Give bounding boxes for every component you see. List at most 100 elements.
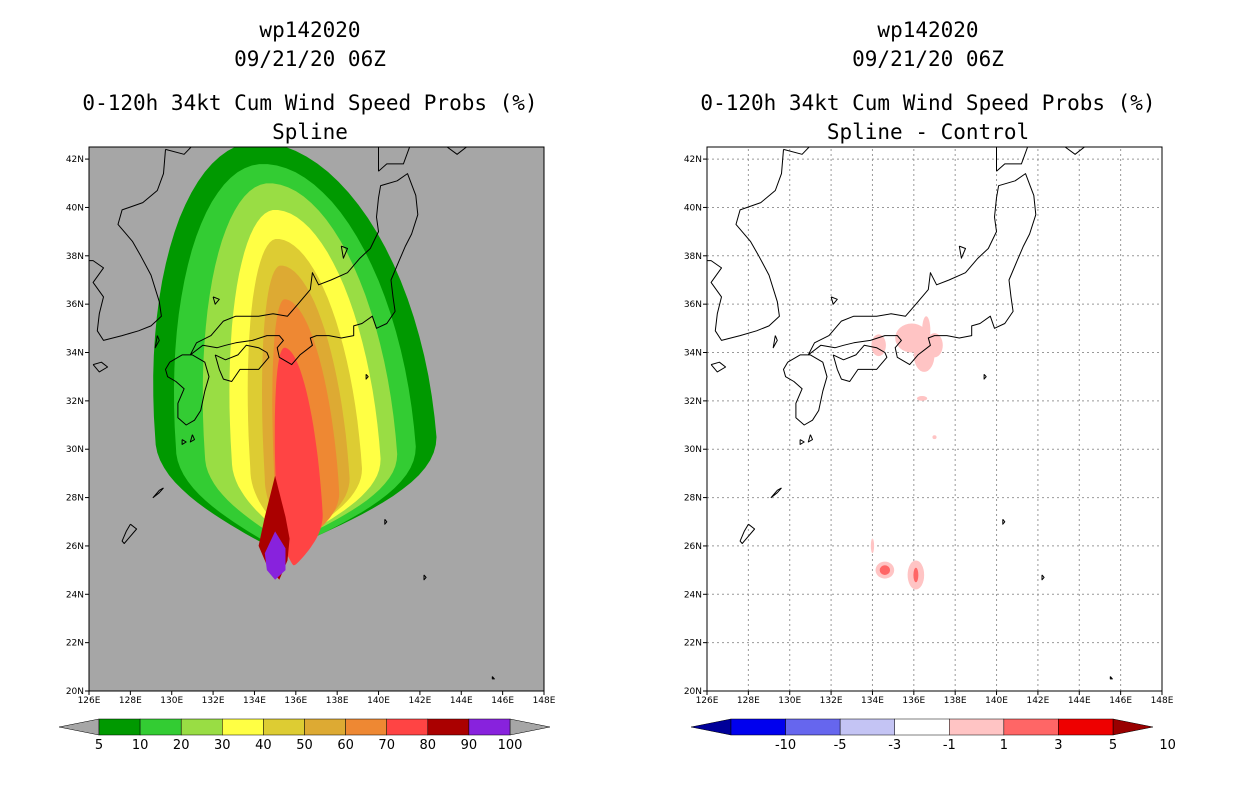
coastline-segment (1041, 574, 1045, 581)
lon-tick-label: 140E (367, 696, 390, 706)
coastline-segment (830, 296, 838, 305)
left-chart-subtitle: Spline (272, 120, 348, 144)
colorbar-label: 70 (378, 738, 395, 753)
lat-tick-label: 28N (684, 494, 702, 504)
lon-tick-label: 140E (985, 696, 1008, 706)
lat-tick-label: 34N (66, 349, 84, 359)
right-storm-id: wp142020 (877, 18, 979, 42)
lat-tick-label: 26N (66, 542, 84, 552)
left-colorbar: 5 10 20 30 40 50 60 70 80 90 100 (58, 718, 551, 753)
coastline-segment (832, 344, 888, 382)
colorbar-label: 3 (1054, 738, 1062, 753)
colorbar-swatch (427, 718, 470, 736)
colorbar-label: -10 (775, 738, 796, 753)
coastline-segment (807, 173, 1037, 366)
left-coastlines (89, 147, 495, 680)
coastline-segment (1002, 518, 1006, 525)
coastline-segment (1109, 676, 1113, 680)
lon-tick-label: 142E (408, 696, 431, 706)
colorbar-swatch (785, 718, 841, 736)
coastline-segment (739, 523, 756, 544)
colorbar-label: 90 (461, 738, 478, 753)
colorbar-swatch (730, 718, 786, 736)
coastline-segment (423, 574, 427, 581)
lon-tick-label: 142E (1026, 696, 1049, 706)
right-map-panel: 126E 128E 130E 132E 134E 136E 138E 140E 142E 144E… (684, 146, 1174, 706)
colorbar-swatch (1058, 718, 1114, 736)
coastline-segment (996, 147, 1086, 172)
difference-patch (916, 396, 928, 401)
lat-tick-label: 42N (66, 155, 84, 165)
coastline-segment (165, 354, 210, 426)
lon-tick-label: 146E (1109, 696, 1132, 706)
lat-tick-label: 20N (684, 687, 702, 697)
lon-tick-label: 126E (696, 696, 719, 706)
coastline-segment (121, 523, 138, 544)
lon-tick-label: 134E (243, 696, 266, 706)
left-chart-title: 0-120h 34kt Cum Wind Speed Probs (%) (82, 91, 538, 115)
colorbar-label: 50 (296, 738, 313, 753)
contour-level-70 (274, 347, 323, 566)
colorbar-label: 40 (255, 738, 272, 753)
left-storm-id: wp142020 (259, 18, 361, 42)
lat-tick-label: 22N (684, 639, 702, 649)
coastline-segment (783, 354, 828, 426)
colorbar-label: -1 (943, 738, 956, 753)
colorbar-swatch (894, 718, 950, 736)
coastline-segment (89, 149, 166, 341)
coastline-segment (770, 487, 782, 499)
right-chart-subtitle: Spline - Control (826, 120, 1030, 144)
right-coastlines (707, 147, 1113, 680)
right-map-frame (706, 146, 1163, 692)
right-axes: 126E 128E 130E 132E 134E 136E 138E 140E 142E 144E… (684, 155, 1174, 706)
lon-tick-label: 148E (533, 696, 556, 706)
lat-tick-label: 38N (66, 252, 84, 262)
colorbar-swatch (839, 718, 895, 736)
lat-tick-label: 38N (684, 252, 702, 262)
coastline-segment (799, 439, 805, 445)
difference-patch (932, 435, 937, 440)
colorbar-label: 5 (1109, 738, 1117, 753)
right-gridlines (707, 147, 1162, 691)
lat-tick-label: 32N (66, 397, 84, 407)
lat-tick-label: 30N (66, 445, 84, 455)
coastline-segment (165, 147, 192, 155)
lon-tick-label: 138E (944, 696, 967, 706)
colorbar-swatch (98, 718, 141, 736)
lat-tick-label: 42N (684, 155, 702, 165)
coastline-segment (958, 245, 966, 259)
coastline-segment (710, 361, 727, 373)
right-colorbar: -10 -5 -3 -1 1 3 5 10 (690, 718, 1176, 753)
colorbar-swatch (949, 718, 1005, 736)
lon-tick-label: 128E (737, 696, 760, 706)
coastline-segment (214, 344, 270, 382)
lon-tick-label: 132E (202, 696, 225, 706)
colorbar-swatch (139, 718, 182, 736)
colorbar-swatch (222, 718, 264, 736)
lon-tick-label: 144E (1068, 696, 1091, 706)
lat-tick-label: 36N (66, 300, 84, 310)
coastline-segment (189, 434, 195, 443)
lon-tick-label: 146E (491, 696, 514, 706)
colorbar-label: 1 (1000, 738, 1008, 753)
lat-tick-label: 36N (684, 300, 702, 310)
right-map-background (707, 147, 1162, 691)
coastline-segment (189, 173, 419, 366)
lon-tick-label: 132E (820, 696, 843, 706)
colorbar-label: -5 (834, 738, 847, 753)
lat-tick-label: 30N (684, 445, 702, 455)
lat-tick-label: 40N (684, 203, 702, 213)
coastline-segment (807, 434, 813, 443)
colorbar-label: 30 (214, 738, 231, 753)
lat-tick-label: 32N (684, 397, 702, 407)
lat-tick-label: 26N (684, 542, 702, 552)
colorbar-swatch (304, 718, 346, 736)
lat-tick-label: 28N (66, 494, 84, 504)
colorbar-label: 100 (498, 738, 523, 753)
lon-tick-label: 134E (861, 696, 884, 706)
coastline-segment (783, 147, 810, 155)
lon-tick-label: 136E (902, 696, 925, 706)
coastline-segment (92, 361, 109, 373)
lat-tick-label: 24N (66, 590, 84, 600)
